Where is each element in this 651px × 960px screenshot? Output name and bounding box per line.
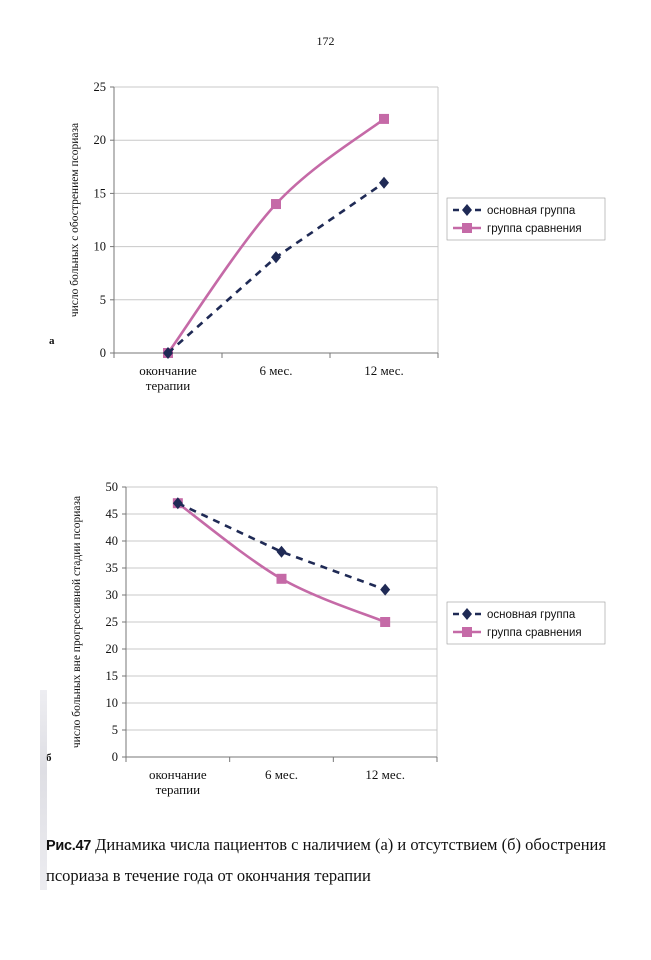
legend-box bbox=[446, 197, 606, 241]
y-axis-title: число больных с обострением псориаза bbox=[69, 123, 81, 317]
panel-label-a: а bbox=[49, 335, 55, 347]
y-tick-label: 0 bbox=[112, 750, 118, 764]
data-point-main bbox=[380, 583, 391, 596]
panel-label-b: б bbox=[46, 752, 52, 764]
y-axis-title: число больных вне прогрессивной стадии п… bbox=[71, 496, 83, 748]
legend-swatch-marker bbox=[462, 627, 472, 637]
y-tick-label: 5 bbox=[112, 723, 118, 737]
legend-label: группа сравнения bbox=[487, 627, 582, 639]
page-number: 172 bbox=[316, 34, 335, 48]
y-tick-label: 0 bbox=[100, 346, 106, 360]
x-tick-label: 6 мес. bbox=[259, 363, 292, 378]
x-tick-label: окончание терапии bbox=[139, 363, 197, 393]
x-tick-label: 12 мес. bbox=[365, 767, 405, 782]
y-tick-label: 30 bbox=[106, 588, 119, 602]
y-tick-label: 10 bbox=[106, 696, 119, 710]
legend-box bbox=[446, 601, 606, 645]
y-tick-label: 5 bbox=[100, 293, 106, 307]
data-point-main bbox=[172, 497, 183, 510]
data-point-main bbox=[271, 251, 281, 264]
caption-text: Динамика числа пациентов с наличием (а) … bbox=[46, 835, 606, 885]
series-line-comparison bbox=[177, 502, 386, 624]
scan-edge-shadow bbox=[40, 690, 47, 890]
x-tick-label: 6 мес. bbox=[265, 767, 298, 782]
y-tick-label: 25 bbox=[94, 80, 107, 94]
legend-label: группа сравнения bbox=[487, 223, 582, 235]
chart-b: 0 5 10 15 20 25 30 35 40 45 50 окончание терапии 6 ме… bbox=[71, 480, 606, 797]
legend-label: основная группа bbox=[487, 609, 576, 621]
y-tick-label: 20 bbox=[106, 642, 119, 656]
x-tick-label: окончание терапии bbox=[149, 767, 207, 797]
y-tick-label: 20 bbox=[94, 133, 107, 147]
figure-caption: Рис.47 Динамика числа пациентов с наличи… bbox=[46, 830, 636, 890]
y-tick-label: 50 bbox=[106, 480, 119, 494]
x-tick-label: 12 мес. bbox=[364, 363, 404, 378]
legend-swatch-marker bbox=[462, 223, 472, 233]
legend-label: основная группа bbox=[487, 205, 576, 217]
caption-prefix: Рис.47 bbox=[46, 838, 92, 854]
data-point-main bbox=[379, 176, 389, 189]
chart-a: 0 5 10 15 20 25 окончание терапии 6 мес. 12 мес. ч… bbox=[69, 80, 606, 393]
y-tick-label: 15 bbox=[106, 669, 119, 683]
series-line-main bbox=[177, 502, 386, 591]
data-point-main bbox=[276, 545, 287, 558]
data-point-comparison bbox=[379, 113, 389, 124]
legend-swatch-marker bbox=[462, 204, 472, 216]
data-point-comparison bbox=[380, 617, 391, 627]
legend-swatch-marker bbox=[462, 608, 472, 620]
y-tick-label: 15 bbox=[94, 186, 107, 200]
series-line-comparison bbox=[166, 117, 385, 354]
y-tick-label: 35 bbox=[106, 561, 119, 575]
y-tick-label: 25 bbox=[106, 615, 119, 629]
y-tick-label: 40 bbox=[106, 534, 119, 548]
data-point-comparison bbox=[276, 573, 287, 584]
y-tick-label: 10 bbox=[94, 240, 107, 254]
y-tick-label: 45 bbox=[106, 507, 119, 521]
data-point-main bbox=[163, 347, 173, 359]
data-point-comparison bbox=[271, 199, 281, 210]
